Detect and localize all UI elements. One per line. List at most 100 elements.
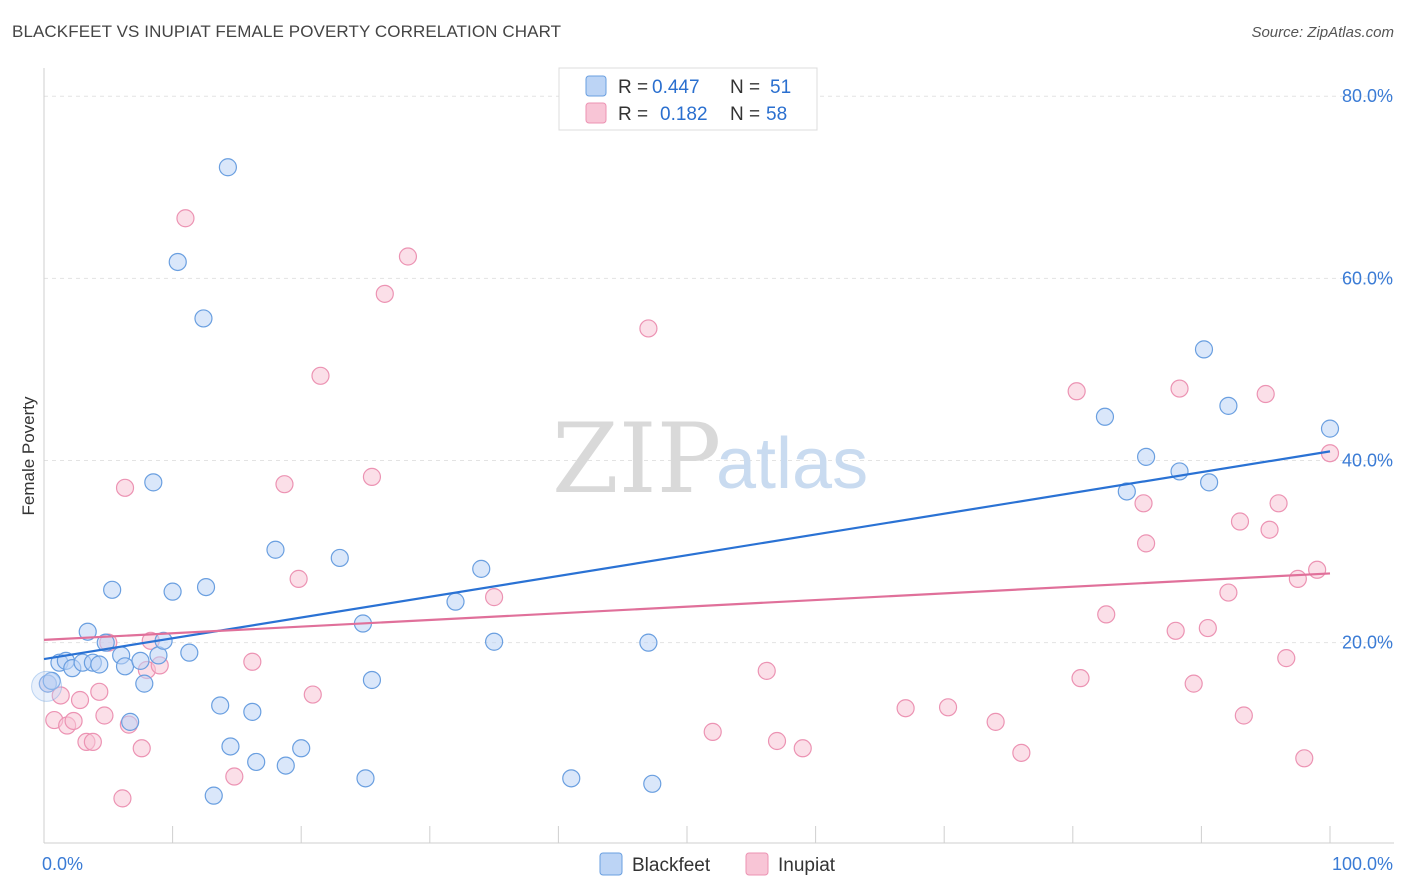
point-blackfeet	[1137, 447, 1156, 466]
point-inupiat	[275, 475, 294, 494]
point-inupiat	[485, 588, 504, 607]
point-inupiat	[113, 789, 132, 808]
bottom-legend-swatch-inupiat	[745, 852, 769, 876]
point-inupiat	[1277, 649, 1296, 668]
trendline-blackfeet	[43, 450, 1331, 661]
watermark-zip: ZIP	[552, 403, 721, 515]
point-blackfeet	[643, 774, 662, 793]
axes-layer	[43, 68, 1394, 844]
point-blackfeet	[472, 559, 491, 578]
legend-r-label-inupiat: R =	[618, 104, 648, 125]
point-inupiat	[1012, 743, 1031, 762]
watermark-atlas: atlas	[716, 424, 868, 504]
point-inupiat	[1067, 382, 1086, 401]
point-blackfeet	[180, 643, 199, 662]
y-tick-label: 80.0%	[1342, 86, 1393, 106]
grid-layer	[44, 95, 1394, 644]
point-inupiat	[986, 712, 1005, 731]
point-blackfeet	[221, 737, 240, 756]
point-blackfeet	[131, 651, 150, 670]
point-blackfeet	[144, 473, 163, 492]
point-blackfeet	[96, 633, 115, 652]
point-inupiat	[51, 686, 70, 705]
point-inupiat	[703, 722, 722, 741]
point-inupiat	[1219, 583, 1238, 602]
bottom-legend-label-inupiat: Inupiat	[778, 855, 836, 876]
top-legend: R = 0.447 N = 51 R = 0.182 N = 58	[558, 67, 818, 131]
point-blackfeet	[115, 657, 135, 676]
point-blackfeet	[135, 674, 154, 693]
point-inupiat	[83, 732, 102, 752]
point-blackfeet	[446, 592, 465, 611]
point-inupiat	[1288, 569, 1307, 588]
point-inupiat	[115, 478, 135, 497]
point-inupiat	[398, 247, 418, 266]
point-inupiat	[938, 698, 958, 717]
point-blackfeet	[247, 752, 266, 772]
point-inupiat	[1166, 621, 1185, 640]
point-blackfeet	[266, 540, 285, 559]
point-blackfeet	[211, 696, 230, 715]
point-blackfeet	[276, 756, 295, 775]
point-inupiat	[311, 366, 330, 385]
point-inupiat	[1308, 560, 1327, 579]
point-inupiat	[793, 739, 812, 758]
point-inupiat	[1230, 512, 1250, 531]
point-blackfeet	[243, 702, 262, 721]
point-blackfeet	[121, 712, 140, 731]
point-blackfeet	[292, 739, 311, 758]
legend-n-label-inupiat: N =	[730, 104, 760, 125]
point-inupiat	[176, 209, 195, 228]
point-cluster-blackfeet	[31, 670, 63, 702]
y-tick-label: 20.0%	[1342, 633, 1393, 653]
point-blackfeet	[196, 577, 216, 597]
point-inupiat	[767, 731, 787, 751]
tick-labels: 20.0% 40.0% 60.0% 80.0% 0.0% 100.0%	[42, 86, 1393, 874]
legend-n-value-blackfeet: 51	[770, 77, 791, 98]
point-blackfeet	[218, 158, 237, 177]
watermark: ZIP atlas	[552, 403, 868, 515]
point-inupiat	[95, 706, 114, 725]
point-inupiat	[70, 690, 90, 710]
point-inupiat	[1269, 494, 1288, 513]
y-tick-label: 60.0%	[1342, 268, 1393, 288]
point-blackfeet	[168, 252, 187, 272]
point-inupiat	[1184, 674, 1203, 693]
point-inupiat	[1256, 384, 1275, 404]
point-blackfeet	[356, 769, 375, 788]
point-blackfeet	[204, 786, 223, 805]
point-blackfeet	[42, 671, 61, 690]
point-inupiat	[1260, 520, 1279, 539]
legend-n-label-blackfeet: N =	[730, 77, 760, 98]
point-inupiat	[757, 661, 776, 680]
legend-swatch-blackfeet	[585, 75, 607, 97]
point-blackfeet	[639, 633, 658, 652]
point-inupiat	[1234, 706, 1253, 725]
legend-n-value-inupiat: 58	[766, 104, 787, 125]
point-inupiat	[289, 569, 308, 588]
point-inupiat	[1295, 749, 1314, 768]
point-blackfeet	[1320, 419, 1340, 438]
point-inupiat	[225, 767, 244, 786]
point-blackfeet	[103, 580, 122, 599]
point-blackfeet	[194, 309, 213, 328]
point-inupiat	[896, 699, 915, 718]
point-blackfeet	[1095, 407, 1115, 426]
x-tick-label: 100.0%	[1332, 854, 1393, 874]
points-layer	[31, 158, 1340, 808]
point-inupiat	[1097, 605, 1116, 624]
point-inupiat	[362, 467, 382, 486]
point-inupiat	[1071, 669, 1090, 688]
legend-r-value-blackfeet: 0.447	[652, 77, 700, 98]
chart-source: Source: ZipAtlas.com	[1251, 24, 1394, 41]
point-inupiat	[303, 685, 322, 704]
point-blackfeet	[163, 582, 182, 601]
point-inupiat	[64, 711, 83, 731]
bottom-legend-label-blackfeet: Blackfeet	[632, 855, 711, 876]
y-tick-label: 40.0%	[1342, 451, 1393, 471]
legend-swatch-inupiat	[585, 102, 607, 124]
point-inupiat	[1134, 494, 1153, 513]
point-blackfeet	[1194, 340, 1214, 359]
point-blackfeet	[330, 548, 349, 568]
legend-r-value-inupiat: 0.182	[660, 104, 708, 125]
